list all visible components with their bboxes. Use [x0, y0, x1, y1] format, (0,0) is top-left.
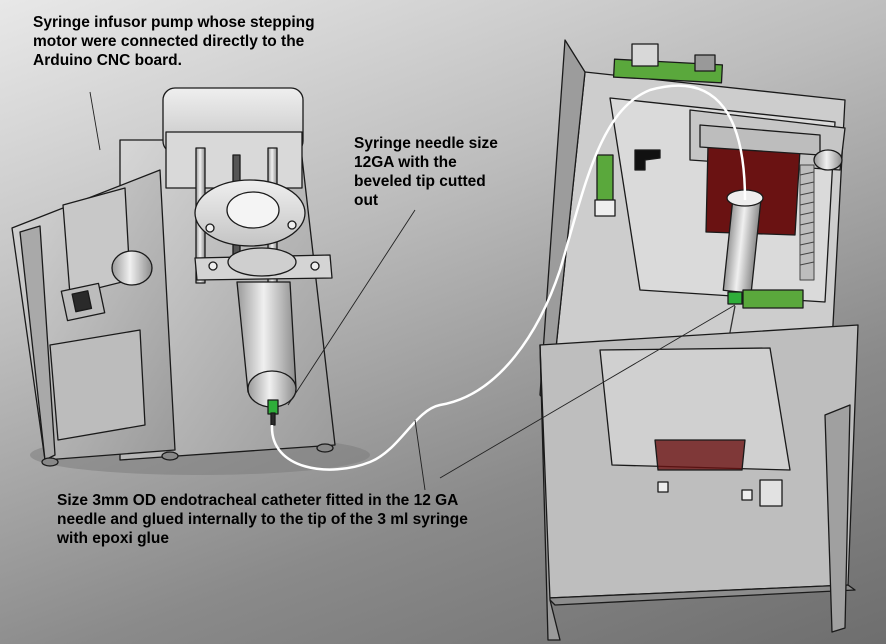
leader-lines	[89, 91, 736, 491]
lead-screw	[799, 164, 815, 281]
catheter-tube	[270, 84, 747, 471]
knob	[111, 250, 153, 286]
syringe-tip	[267, 399, 279, 415]
caption-syringe-pump: Syringe infusor pump whose stepping moto…	[33, 14, 315, 69]
cnc-enclosure	[539, 39, 859, 641]
caption-needle: Syringe needle size 12GA with the bevele…	[354, 135, 498, 209]
caption-catheter: Size 3mm OD endotracheal catheter fitted…	[57, 492, 468, 547]
syringe-pump	[11, 87, 370, 475]
